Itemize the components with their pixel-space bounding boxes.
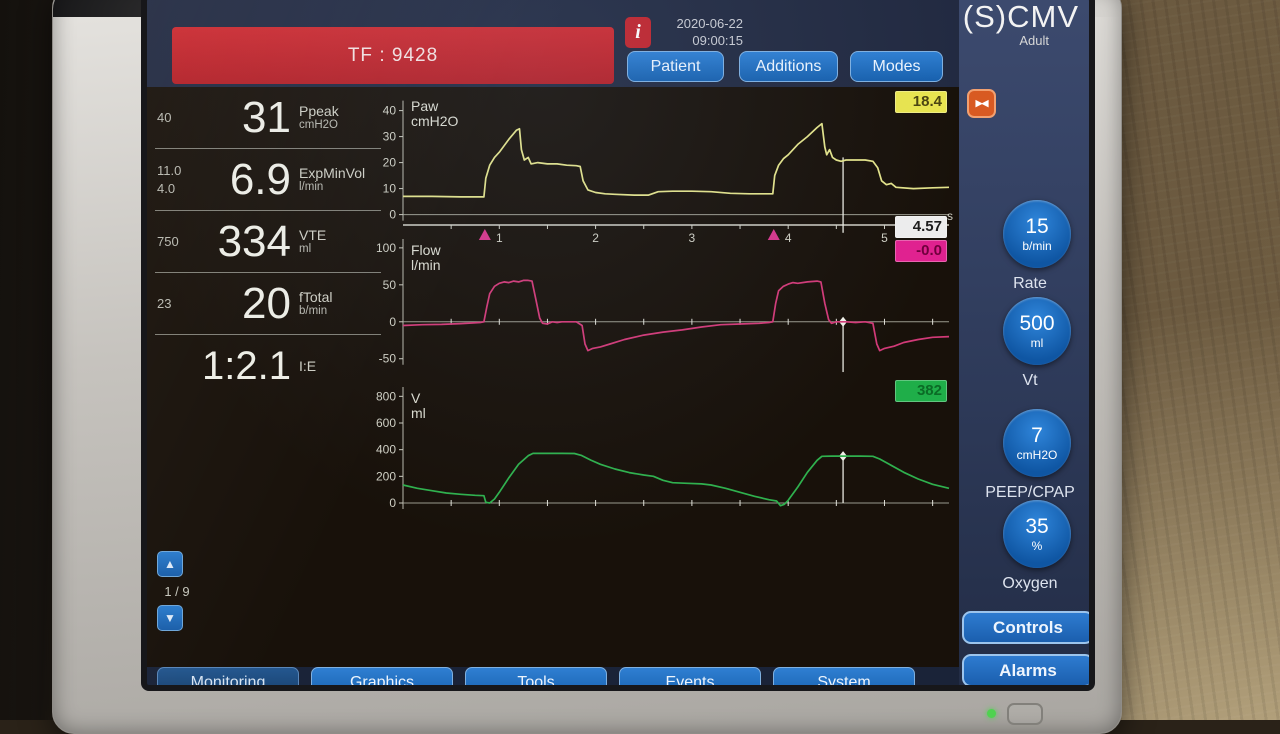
cursor-time-badge: 4.57	[895, 216, 947, 238]
svg-text:100: 100	[376, 241, 396, 255]
volume-waveform-chart[interactable]: 0 200 400 600 800 Vml	[359, 387, 955, 515]
param-ppeak-limit: 40	[157, 109, 201, 127]
tab-tools[interactable]: Tools	[465, 667, 607, 691]
svg-text:50: 50	[383, 278, 397, 292]
svg-text:600: 600	[376, 416, 396, 430]
paw-waveform	[403, 124, 949, 197]
rate-knob[interactable]: 15 b/min	[1003, 200, 1071, 268]
wall-texture	[1095, 0, 1280, 720]
param-ftotal-limit: 23	[157, 295, 201, 313]
svg-text:400: 400	[376, 443, 396, 457]
svg-text:30: 30	[383, 130, 397, 144]
time-text: 09:00:15	[655, 33, 743, 50]
patient-button[interactable]: Patient	[627, 51, 724, 82]
rate-value: 15	[1003, 216, 1071, 237]
v-waveform	[403, 453, 949, 505]
svg-text:V: V	[411, 390, 421, 406]
tab-monitoring[interactable]: Monitoring	[157, 667, 299, 691]
rate-unit: b/min	[1003, 239, 1071, 253]
datetime-display: 2020-06-22 09:00:15	[655, 16, 743, 50]
flow-value-badge: -0.0	[895, 240, 947, 262]
page-indicator: 1 / 9	[155, 584, 199, 599]
vt-unit: ml	[1003, 336, 1071, 350]
svg-text:40: 40	[383, 104, 397, 118]
volume-value-badge: 382	[895, 380, 947, 402]
param-ie-value: 1:2.1	[201, 344, 299, 389]
controls-button[interactable]: Controls	[962, 611, 1094, 644]
tab-events[interactable]: Events	[619, 667, 761, 691]
param-ppeak-value: 31	[201, 93, 299, 143]
peep-unit: cmH2O	[1003, 448, 1071, 462]
param-vte[interactable]: 750 334 VTE ml	[155, 211, 381, 273]
alarm-banner[interactable]: TF : 9428	[172, 27, 614, 84]
peep-label: PEEP/CPAP	[959, 484, 1095, 502]
monitored-parameters: 40 31 Ppeak cmH2O 11.0 4.0 6.9 ExpMinVol…	[155, 87, 381, 397]
svg-text:l/min: l/min	[411, 257, 441, 273]
svg-text:800: 800	[376, 389, 396, 403]
vt-knob[interactable]: 500 ml	[1003, 297, 1071, 365]
tab-graphics[interactable]: Graphics	[311, 667, 453, 691]
peep-value: 7	[1003, 425, 1071, 446]
info-icon[interactable]: i	[625, 17, 651, 48]
paw-value-badge: 18.4	[895, 91, 947, 113]
alarms-button[interactable]: Alarms	[962, 654, 1094, 687]
svg-text:-50: -50	[379, 352, 397, 366]
rate-label: Rate	[959, 275, 1095, 293]
peep-knob[interactable]: 7 cmH2O	[1003, 409, 1071, 477]
param-vte-value: 334	[201, 217, 299, 267]
oxygen-knob[interactable]: 35 %	[1003, 500, 1071, 568]
oxygen-unit: %	[1003, 539, 1071, 553]
ventilator-screen: TF : 9428 i 2020-06-22 09:00:15 Patient …	[141, 0, 1095, 691]
flow-waveform	[403, 280, 949, 350]
svg-text:ml: ml	[411, 405, 426, 421]
svg-text:0: 0	[389, 496, 396, 510]
param-expminvol[interactable]: 11.0 4.0 6.9 ExpMinVol l/min	[155, 149, 381, 211]
svg-text:cmH2O: cmH2O	[411, 113, 459, 129]
oxygen-label: Oxygen	[959, 575, 1095, 593]
additions-button[interactable]: Additions	[739, 51, 838, 82]
param-ftotal[interactable]: 23 20 fTotal b/min	[155, 273, 381, 335]
svg-text:Flow: Flow	[411, 242, 441, 258]
bezel-hardware-button[interactable]	[1007, 703, 1043, 725]
svg-text:0: 0	[389, 315, 396, 329]
svg-text:200: 200	[376, 469, 396, 483]
svg-text:20: 20	[383, 156, 397, 170]
power-led	[987, 709, 996, 718]
vt-value: 500	[1003, 313, 1071, 334]
oxygen-value: 35	[1003, 516, 1071, 537]
svg-text:s: s	[947, 209, 953, 223]
param-ftotal-value: 20	[201, 279, 299, 329]
param-ppeak[interactable]: 40 31 Ppeak cmH2O	[155, 87, 381, 149]
param-expminvol-limit-low: 4.0	[157, 180, 201, 198]
vt-label: Vt	[959, 372, 1095, 390]
hold-icon[interactable]: ▶◀	[967, 89, 996, 118]
param-expminvol-value: 6.9	[201, 155, 299, 205]
page-up-button[interactable]: ▲	[157, 551, 183, 577]
param-expminvol-limit-high: 11.0	[157, 162, 201, 180]
svg-text:Paw: Paw	[411, 98, 439, 114]
date-text: 2020-06-22	[655, 16, 743, 33]
settings-column: ▶◀ 15 b/min Rate 500 ml Vt 7 cmH2O PEEP/…	[959, 0, 1095, 691]
tab-system[interactable]: System	[773, 667, 915, 691]
param-ie[interactable]: 1:2.1 I:E	[155, 335, 381, 397]
param-vte-limit: 750	[157, 233, 201, 251]
modes-button[interactable]: Modes	[850, 51, 943, 82]
svg-text:10: 10	[383, 182, 397, 196]
page-down-button[interactable]: ▼	[157, 605, 183, 631]
svg-text:0: 0	[389, 208, 396, 222]
monitor-bezel: TF : 9428 i 2020-06-22 09:00:15 Patient …	[52, 0, 1122, 734]
